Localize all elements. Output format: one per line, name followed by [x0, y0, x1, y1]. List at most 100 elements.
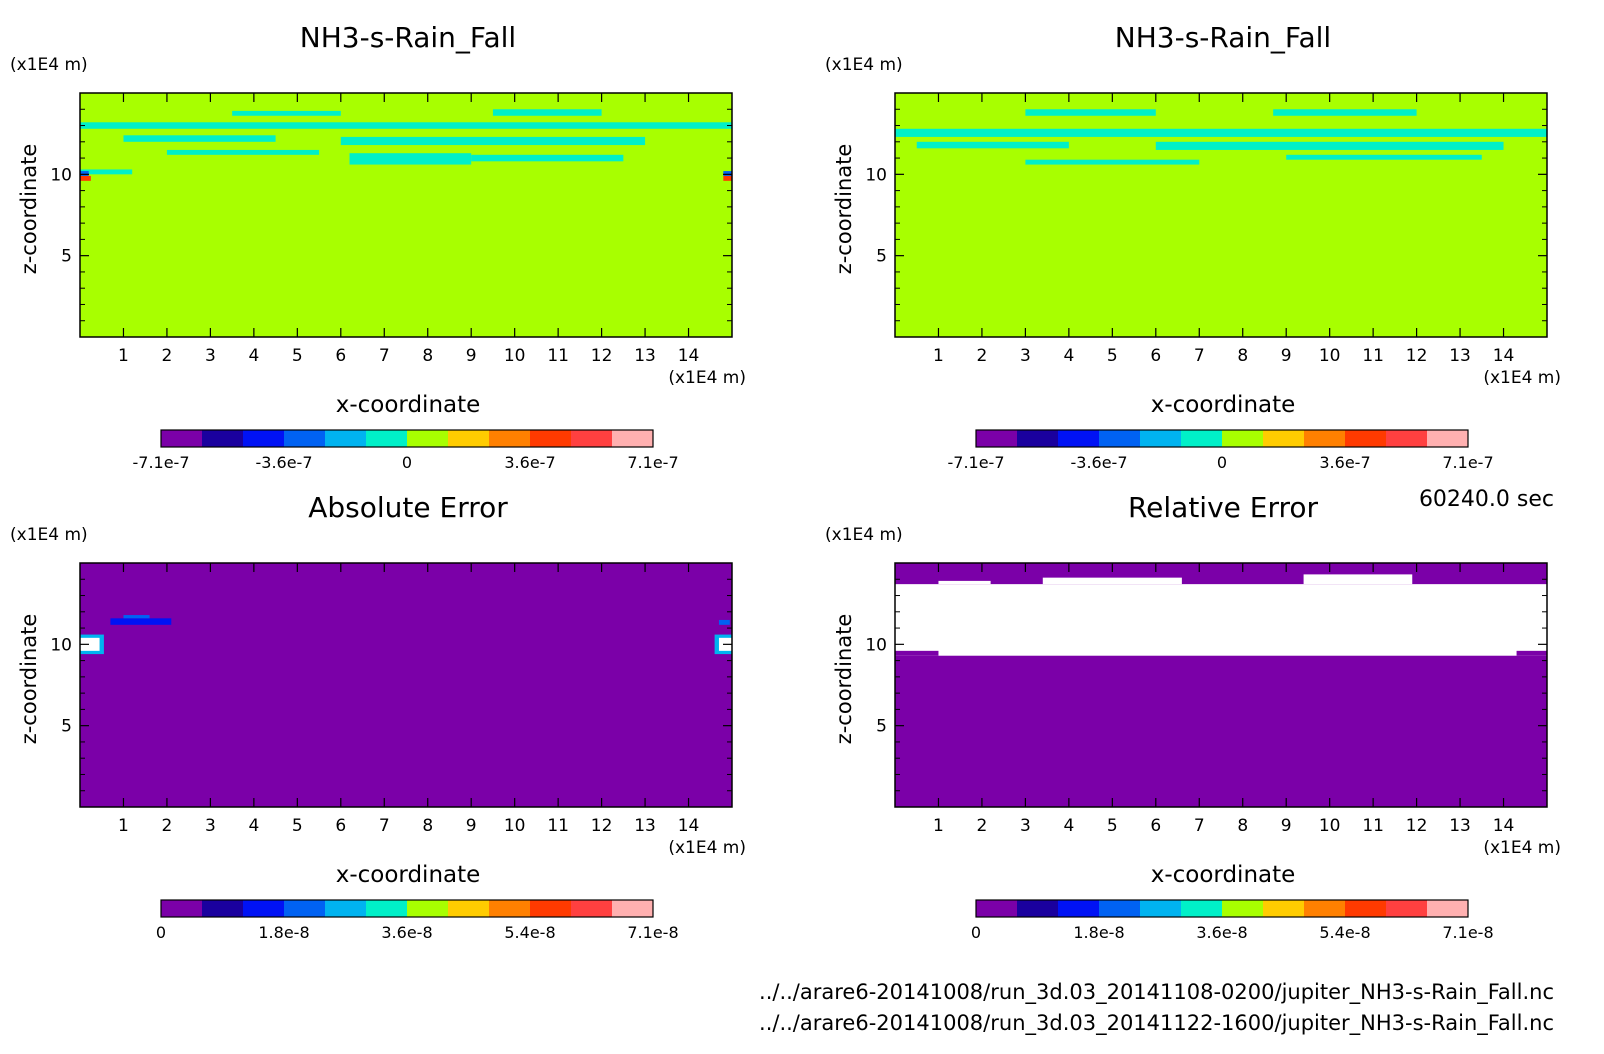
- colorbar-swatch: [448, 900, 490, 917]
- field-patch: [1025, 159, 1200, 165]
- y-tick-label: 10: [50, 165, 72, 185]
- x-unit-label: (x1E4 m): [1483, 368, 1561, 388]
- x-tick-label: 4: [248, 346, 259, 366]
- x-tick-label: 9: [466, 816, 477, 836]
- colorbar-swatch: [325, 430, 367, 447]
- colorbar-tick-label: 3.6e-8: [1196, 923, 1247, 942]
- colorbar-swatch: [1263, 900, 1305, 917]
- colorbar-tick-label: 0: [1217, 453, 1227, 472]
- field-patch: [492, 109, 602, 116]
- x-tick-label: 10: [1319, 346, 1341, 366]
- x-tick-label: 7: [1194, 346, 1205, 366]
- file-path-2: ../../arare6-20141008/run_3d.03_20141122…: [759, 1011, 1554, 1036]
- x-tick-label: 12: [591, 346, 613, 366]
- chart-panel-2: NH3-s-Rain_Fall(x1E4 m)1 2 3 4 5 6 7 8 9 10 11 12 13…: [825, 21, 1561, 472]
- field-patch: [471, 154, 624, 162]
- field-patch: [1042, 577, 1182, 585]
- colorbar-tick-label: 7.1e-7: [1442, 453, 1493, 472]
- colorbar-swatch: [202, 900, 244, 917]
- x-tick-label: 12: [1406, 816, 1428, 836]
- field-patch: [1025, 109, 1156, 116]
- colorbar-swatch: [284, 430, 326, 447]
- colorbar-tick-label: 1.8e-8: [1073, 923, 1124, 942]
- colorbar-swatch: [1099, 430, 1141, 447]
- colorbar-swatch: [571, 430, 613, 447]
- field-patch: [895, 584, 1547, 656]
- x-tick-label: 1: [933, 816, 944, 836]
- chart-panel-4: Relative Error(x1E4 m)1 2 3 4 5 6 7 8 9 10 11 12 13 1…: [825, 491, 1561, 942]
- field-patch: [340, 136, 646, 146]
- y-unit-label: (x1E4 m): [825, 525, 903, 545]
- colorbar-swatch: [1386, 430, 1428, 447]
- colorbar-swatch: [1427, 430, 1469, 447]
- colorbar-swatch: [243, 900, 285, 917]
- file-path-1: ../../arare6-20141008/run_3d.03_20141108…: [759, 980, 1554, 1005]
- colorbar-swatch: [366, 430, 408, 447]
- x-tick-label: 5: [292, 346, 303, 366]
- x-tick-label: 2: [162, 816, 173, 836]
- colorbar-swatch: [530, 430, 572, 447]
- x-tick-label: 9: [1281, 346, 1292, 366]
- x-tick-label: 12: [1406, 346, 1428, 366]
- chart-title: NH3-s-Rain_Fall: [300, 21, 516, 54]
- field-patch: [123, 135, 276, 142]
- field-patch: [80, 637, 100, 651]
- field-patch: [80, 169, 133, 175]
- x-tick-label: 13: [634, 816, 656, 836]
- colorbar-frame: [160, 899, 654, 918]
- colorbar-swatch: [489, 430, 531, 447]
- y-tick-label: 5: [876, 717, 887, 737]
- x-tick-label: 1: [933, 346, 944, 366]
- field-background: [80, 563, 732, 807]
- y-axis-label: z-coordinate: [17, 614, 41, 745]
- field-background: [80, 93, 732, 337]
- y-tick-label: 5: [61, 717, 72, 737]
- colorbar-swatch: [1386, 900, 1428, 917]
- colorbar-tick-label: 0: [402, 453, 412, 472]
- x-tick-label: 8: [422, 816, 433, 836]
- colorbar-swatch: [1181, 900, 1223, 917]
- x-tick-label: 8: [1237, 346, 1248, 366]
- colorbar-swatch: [1345, 900, 1387, 917]
- x-tick-label: 1: [118, 346, 129, 366]
- y-axis-label: z-coordinate: [17, 144, 41, 275]
- field-patch: [232, 110, 341, 116]
- time-label: 60240.0 sec: [1419, 487, 1554, 512]
- colorbar-swatch: [976, 430, 1018, 447]
- field-patch: [123, 615, 150, 619]
- x-tick-label: 4: [1063, 816, 1074, 836]
- x-tick-label: 8: [1237, 816, 1248, 836]
- field-patch: [1286, 154, 1482, 160]
- x-tick-label: 4: [1063, 346, 1074, 366]
- x-tick-label: 11: [1362, 346, 1384, 366]
- field-patch: [80, 171, 89, 176]
- colorbar-swatch: [1140, 430, 1182, 447]
- y-unit-label: (x1E4 m): [10, 525, 88, 545]
- colorbar-tick-label: -7.1e-7: [947, 453, 1004, 472]
- colorbar-swatch: [448, 430, 490, 447]
- x-tick-label: 12: [591, 816, 613, 836]
- chart-title: Relative Error: [1128, 491, 1319, 524]
- field-patch: [938, 580, 991, 585]
- colorbar-swatch: [1263, 430, 1305, 447]
- colorbar-swatch: [1345, 430, 1387, 447]
- colorbar-swatch: [1140, 900, 1182, 917]
- field-patch: [723, 175, 732, 181]
- colorbar-frame: [975, 429, 1469, 448]
- x-tick-label: 2: [162, 346, 173, 366]
- colorbar-frame: [160, 429, 654, 448]
- field-patch: [1155, 141, 1504, 150]
- y-axis-label: z-coordinate: [832, 144, 856, 275]
- x-unit-label: (x1E4 m): [668, 838, 746, 858]
- colorbar-tick-label: 3.6e-8: [381, 923, 432, 942]
- colorbar-swatch: [325, 900, 367, 917]
- colorbar-frame: [975, 899, 1469, 918]
- colorbar-swatch: [530, 900, 572, 917]
- colorbar-tick-label: 7.1e-8: [1442, 923, 1493, 942]
- colorbar-swatch: [976, 900, 1018, 917]
- field-patch: [718, 619, 730, 625]
- x-tick-label: 6: [335, 346, 346, 366]
- x-tick-label: 6: [1150, 816, 1161, 836]
- x-tick-label: 13: [1449, 346, 1471, 366]
